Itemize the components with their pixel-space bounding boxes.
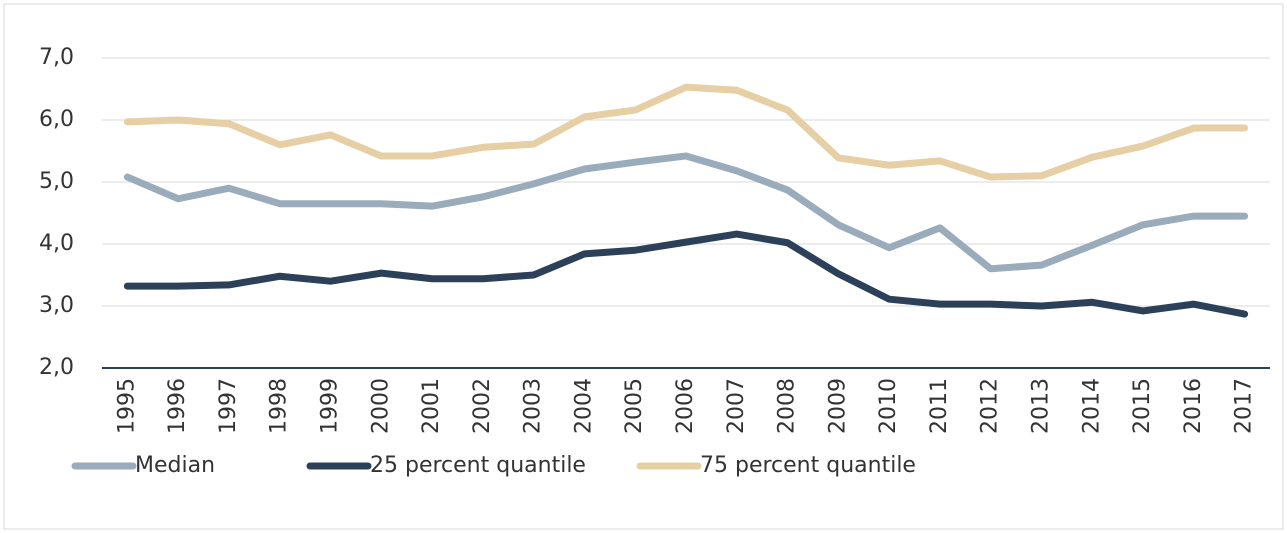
y-tick-label: 6,0 — [39, 107, 74, 132]
x-tick-label: 1997 — [216, 378, 241, 434]
x-tick-label: 2002 — [470, 378, 495, 434]
series-line — [123, 230, 1249, 318]
x-tick-label: 1995 — [114, 378, 139, 434]
legend-label: Median — [135, 453, 215, 478]
x-tick-label: 2013 — [1028, 378, 1053, 434]
x-tick-label: 2009 — [825, 378, 850, 434]
legend-label: 75 percent quantile — [700, 453, 916, 478]
x-tick-label: 2004 — [571, 378, 596, 434]
x-tick-label: 1998 — [267, 378, 292, 434]
x-tick-label: 2010 — [876, 378, 901, 434]
x-tick-label: 2015 — [1130, 378, 1155, 434]
x-tick-label: 2005 — [622, 378, 647, 434]
x-tick-label: 2016 — [1181, 378, 1206, 434]
x-tick-label: 2014 — [1079, 378, 1104, 434]
x-tick-label: 2008 — [775, 378, 800, 434]
y-tick-label: 3,0 — [39, 293, 74, 318]
y-tick-label: 4,0 — [39, 231, 74, 256]
x-tick-label: 1999 — [318, 378, 343, 434]
series-line — [123, 152, 1249, 273]
x-tick-label: 2017 — [1232, 378, 1257, 434]
y-tick-label: 5,0 — [39, 169, 74, 194]
x-tick-label: 2003 — [521, 378, 546, 434]
x-tick-label: 2007 — [724, 378, 749, 434]
y-tick-label: 7,0 — [39, 45, 74, 70]
x-tick-label: 2011 — [927, 378, 952, 434]
x-tick-label: 2000 — [368, 378, 393, 434]
legend-label: 25 percent quantile — [370, 453, 586, 478]
series-line — [123, 83, 1249, 181]
x-tick-label: 2012 — [978, 378, 1003, 434]
x-tick-label: 2006 — [673, 378, 698, 434]
x-tick-label: 2001 — [419, 378, 444, 434]
x-tick-label: 1996 — [165, 378, 190, 434]
y-tick-label: 2,0 — [39, 355, 74, 380]
chart-frame — [3, 3, 1284, 530]
